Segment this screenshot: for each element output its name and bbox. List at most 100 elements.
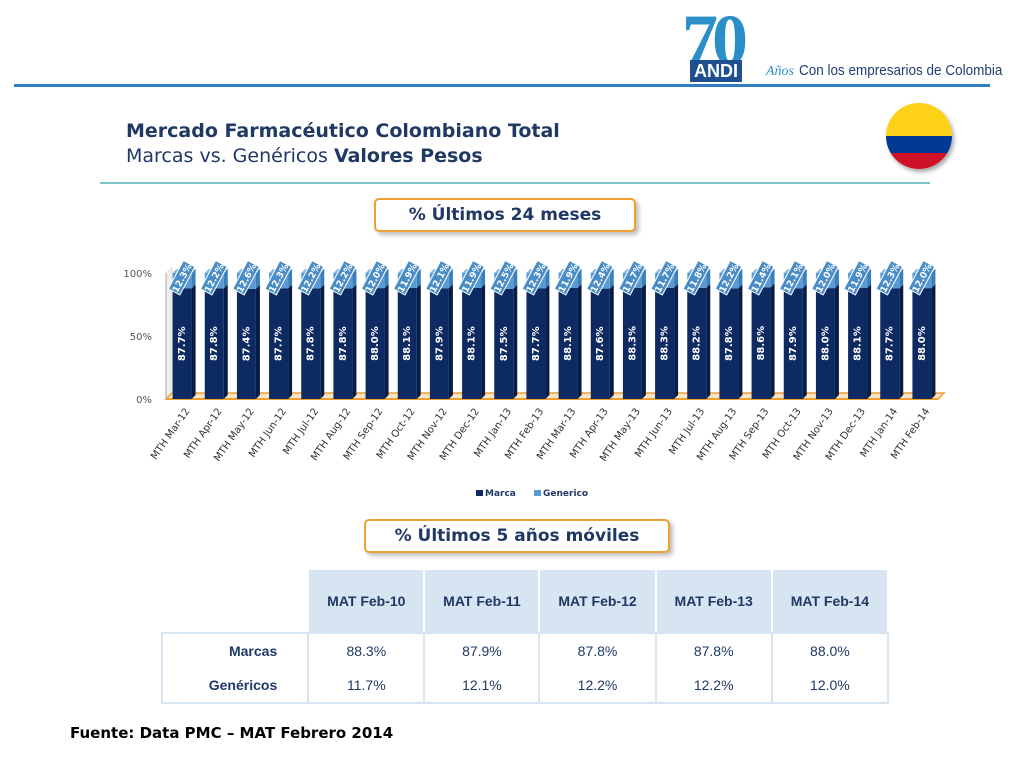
data-label-generico-box (746, 259, 775, 296)
data-label-marca: 87.5% (499, 327, 510, 362)
data-label-marca: 88.0% (917, 326, 928, 361)
bar-marca (526, 288, 546, 399)
bar-side-generico (545, 269, 550, 289)
bar-marca (590, 288, 610, 399)
bar-marca (558, 287, 578, 399)
header-divider (14, 84, 990, 87)
table-callout: % Últimos 5 años móviles (364, 519, 670, 553)
data-label-marca: 87.8% (209, 326, 220, 361)
bar-marca (236, 288, 256, 399)
bar-side-generico (416, 269, 421, 288)
bar-side-marca (384, 284, 389, 399)
data-label-generico-box (296, 259, 325, 296)
stacked-bar-chart: 0%50%100%87.7%12.3%MTH Mar-1287.8%12.2%M… (123, 259, 946, 499)
bar-side-generico (609, 269, 614, 289)
table-header-row: MAT Feb-10 MAT Feb-11 MAT Feb-12 MAT Feb-13… (161, 570, 889, 632)
bar-marca (429, 288, 449, 399)
table-row-label: Marcas (161, 632, 310, 668)
slide-subtitle: Marcas vs. Genéricos Valores Pesos (126, 145, 483, 167)
y-tick-label: 100% (123, 269, 152, 280)
bar-side-marca (931, 284, 936, 399)
data-label-marca: 87.7% (177, 326, 188, 361)
andi-logo: 70 ANDI Años Con los empresarios de Colo… (678, 4, 1002, 84)
data-label-marca: 87.9% (788, 326, 799, 361)
colombia-flag-icon (886, 103, 952, 169)
table-cell: 12.1% (425, 668, 541, 704)
legend-swatch (534, 490, 541, 496)
data-label-marca: 87.8% (306, 326, 317, 361)
data-label-marca: 87.4% (241, 327, 252, 362)
mat-table: MAT Feb-10 MAT Feb-11 MAT Feb-12 MAT Feb-13… (161, 570, 889, 704)
data-label-marca: 87.7% (531, 326, 542, 361)
table-col-header: MAT Feb-11 (425, 570, 541, 632)
bar-marca (397, 287, 417, 399)
bar-side-marca (191, 284, 196, 399)
table-cell: 12.0% (772, 668, 889, 704)
data-label-generico-box (199, 259, 228, 296)
data-label-generico-box (811, 259, 839, 296)
flag-stripe-yellow (886, 103, 952, 136)
table-cell: 87.8% (540, 632, 657, 668)
bar-side-generico (513, 269, 518, 289)
data-label-generico-box (553, 259, 582, 296)
table-col-header: MAT Feb-12 (540, 570, 657, 632)
data-label-generico-box (521, 259, 550, 296)
data-label-marca: 88.1% (467, 326, 478, 361)
logo-tagline: Con los empresarios de Colombia (799, 62, 1003, 79)
data-label-marca: 88.0% (820, 326, 831, 361)
legend-swatch (476, 490, 483, 496)
logo-org-name: ANDI (690, 60, 742, 82)
data-label-generico-box (714, 259, 743, 296)
data-label-generico-box (650, 259, 679, 296)
data-label-generico-box (264, 259, 293, 296)
bar-side-generico (255, 269, 260, 289)
table-cell: 87.9% (425, 632, 541, 668)
bar-side-marca (802, 284, 807, 399)
table-cell: 88.0% (772, 632, 889, 668)
bar-marca (301, 288, 321, 399)
data-label-generico-box (875, 259, 904, 296)
data-label-generico-box (328, 259, 357, 296)
table-row-label: Genéricos (161, 668, 310, 704)
bar-side-generico (834, 269, 839, 289)
bar-side-generico (288, 269, 293, 289)
bar-side-marca (738, 284, 743, 399)
bar-side-marca (770, 283, 775, 399)
bar-marca (333, 288, 353, 399)
bar-marca (172, 288, 192, 399)
bar-side-marca (481, 283, 486, 399)
table-col-header: MAT Feb-13 (656, 570, 773, 632)
bar-marca (880, 288, 900, 399)
data-label-generico-box (585, 259, 614, 296)
data-label-marca: 87.8% (338, 326, 349, 361)
flag-stripe-red (886, 152, 952, 169)
source-note: Fuente: Data PMC – MAT Febrero 2014 (70, 724, 394, 742)
bar-side-generico (481, 269, 486, 288)
data-label-marca: 88.3% (660, 326, 671, 361)
bar-side-marca (352, 284, 357, 399)
table-corner (161, 570, 310, 632)
bar-side-marca (255, 284, 260, 399)
subtitle-plain: Marcas vs. Genéricos (126, 145, 328, 167)
bar-marca (655, 287, 675, 399)
table-col-header: MAT Feb-14 (772, 570, 889, 632)
bar-side-generico (867, 269, 872, 288)
table-cell: 11.7% (309, 668, 426, 704)
chart-callout: % Últimos 24 meses (374, 198, 636, 232)
flag-stripe-blue (886, 136, 952, 153)
table-cell: 87.8% (656, 632, 773, 668)
data-label-generico-box (618, 259, 646, 296)
bar-side-generico (931, 269, 936, 289)
data-label-generico-box (425, 259, 453, 296)
bar-side-marca (577, 283, 582, 399)
bar-side-generico (191, 269, 196, 289)
table-cell: 88.3% (309, 632, 426, 668)
bar-side-marca (223, 284, 228, 399)
table-row: Genéricos 11.7% 12.1% 12.2% 12.2% 12.0% (161, 668, 889, 704)
y-tick-label: 50% (130, 332, 152, 343)
bar-marca (494, 288, 514, 399)
bar-side-marca (641, 283, 646, 399)
data-label-generico-box (360, 259, 389, 296)
data-label-marca: 87.9% (434, 326, 445, 361)
data-label-generico-box (489, 259, 518, 296)
